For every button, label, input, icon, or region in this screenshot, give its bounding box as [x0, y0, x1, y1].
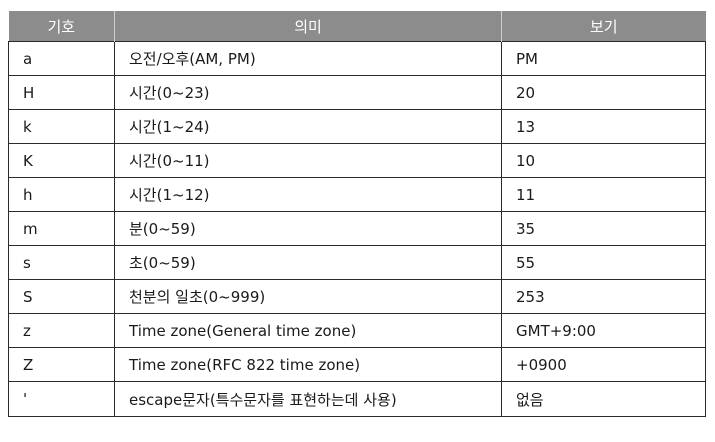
header-meaning: 의미	[114, 11, 502, 42]
table-row: a 오전/오후(AM, PM) PM	[8, 41, 706, 76]
cell-meaning: escape문자(특수문자를 표현하는데 사용)	[114, 381, 502, 417]
cell-meaning: 분(0~59)	[114, 211, 502, 246]
cell-symbol: K	[8, 143, 115, 178]
cell-example: 55	[501, 245, 706, 280]
cell-example: 없음	[501, 381, 706, 417]
table-row: s 초(0~59) 55	[8, 245, 706, 280]
cell-symbol: Z	[8, 347, 115, 382]
cell-meaning: 천분의 일초(0~999)	[114, 279, 502, 314]
cell-example: 13	[501, 109, 706, 144]
cell-symbol: S	[8, 279, 115, 314]
cell-meaning: 시간(1~24)	[114, 109, 502, 144]
cell-example: +0900	[501, 347, 706, 382]
table-row: S 천분의 일초(0~999) 253	[8, 279, 706, 314]
cell-example: GMT+9:00	[501, 313, 706, 348]
table-row: h 시간(1~12) 11	[8, 177, 706, 212]
table-row: z Time zone(General time zone) GMT+9:00	[8, 313, 706, 348]
table-row: Z Time zone(RFC 822 time zone) +0900	[8, 347, 706, 382]
cell-symbol: m	[8, 211, 115, 246]
table-row: H 시간(0~23) 20	[8, 75, 706, 110]
cell-symbol: a	[8, 41, 115, 76]
table-header-row: 기호 의미 보기	[8, 11, 706, 42]
header-symbol: 기호	[8, 11, 115, 42]
cell-example: 11	[501, 177, 706, 212]
cell-symbol: z	[8, 313, 115, 348]
cell-meaning: 시간(0~11)	[114, 143, 502, 178]
header-example: 보기	[501, 11, 706, 42]
cell-symbol: h	[8, 177, 115, 212]
table-row: k 시간(1~24) 13	[8, 109, 706, 144]
table-row: m 분(0~59) 35	[8, 211, 706, 246]
table-row: ' escape문자(특수문자를 표현하는데 사용) 없음	[8, 381, 706, 417]
cell-example: 20	[501, 75, 706, 110]
cell-symbol: s	[8, 245, 115, 280]
cell-symbol: '	[8, 381, 115, 417]
table-row: K 시간(0~11) 10	[8, 143, 706, 178]
cell-example: 35	[501, 211, 706, 246]
cell-example: 10	[501, 143, 706, 178]
cell-meaning: 초(0~59)	[114, 245, 502, 280]
cell-meaning: 시간(1~12)	[114, 177, 502, 212]
cell-meaning: 오전/오후(AM, PM)	[114, 41, 502, 76]
cell-meaning: Time zone(RFC 822 time zone)	[114, 347, 502, 382]
cell-example: PM	[501, 41, 706, 76]
cell-meaning: Time zone(General time zone)	[114, 313, 502, 348]
format-symbol-table: 기호 의미 보기 a 오전/오후(AM, PM) PM H 시간(0~23) 2…	[8, 11, 706, 417]
cell-example: 253	[501, 279, 706, 314]
cell-symbol: k	[8, 109, 115, 144]
cell-meaning: 시간(0~23)	[114, 75, 502, 110]
format-symbol-table-container: 기호 의미 보기 a 오전/오후(AM, PM) PM H 시간(0~23) 2…	[8, 11, 706, 417]
cell-symbol: H	[8, 75, 115, 110]
